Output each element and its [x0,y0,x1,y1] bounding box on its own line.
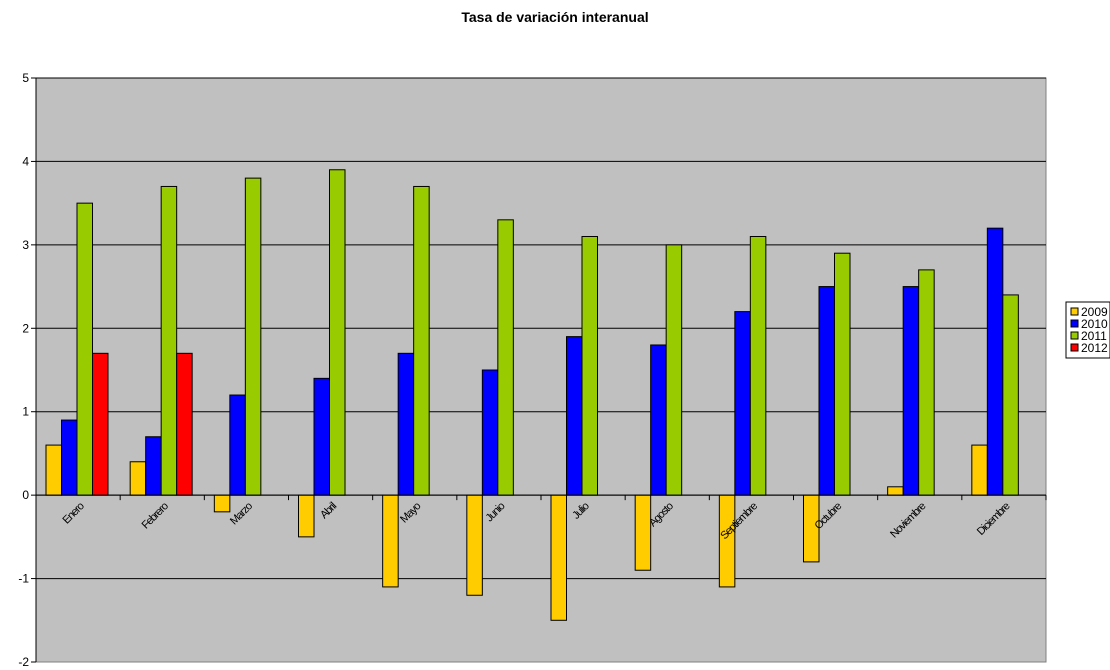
bar-2011-agosto [665,244,683,496]
bar-2011-febrero [160,185,178,496]
bar-2011-diciembre [1002,294,1019,496]
bar-2011-julio [581,236,598,496]
y-tick-label: 2 [22,321,29,335]
bar-2009-diciembre [971,444,988,496]
bar-2012-febrero [176,352,193,496]
bar-2009-agosto [634,494,652,571]
bar-2011-octubre [834,252,851,496]
bar-2010-abril [313,377,330,496]
bar-2009-julio [550,494,567,621]
bar-2010-septiembre [734,311,751,496]
bar-2010-julio [566,336,583,496]
bar-2010-octubre [818,286,835,496]
y-tick-label: 1 [22,405,29,419]
legend-label-2010: 2010 [1081,317,1108,331]
bar-2011-abril [329,169,346,496]
y-tick-label: 3 [22,238,29,252]
bar-2009-febrero [129,461,147,496]
y-tick-label: 4 [22,154,29,168]
bar-2011-junio [497,219,514,496]
bar-2011-noviembre [918,269,935,496]
y-tick-label: -2 [18,655,29,669]
bar-2009-enero [45,444,62,496]
bar-2010-diciembre [986,227,1004,496]
bar-2011-marzo [244,177,262,496]
bar-2010-noviembre [902,286,920,496]
bar-2010-junio [481,369,499,496]
bar-2011-mayo [413,185,430,496]
bar-2009-junio [466,494,483,596]
bars-group [45,169,1019,621]
legend-label-2011: 2011 [1081,329,1107,343]
legend-swatch-2012 [1070,343,1079,352]
legend-swatch-2009 [1070,307,1079,316]
bar-2012-enero [92,352,109,496]
plot-area [35,77,1047,663]
bar-2009-marzo [213,494,231,513]
legend-swatch-2011 [1070,331,1079,340]
y-tick-label: 5 [22,71,29,85]
y-tick-label: -1 [18,572,29,586]
bar-2011-septiembre [749,236,767,496]
plot-background [35,77,1047,663]
bar-2011-enero [76,202,93,496]
bar-2009-abril [298,494,315,538]
bar-2010-febrero [145,436,162,496]
bar-2010-enero [61,419,78,496]
bar-2009-mayo [382,494,399,588]
bar-2009-noviembre [887,486,904,496]
y-tick-label: 0 [22,488,29,502]
legend-swatch-2010 [1070,319,1079,328]
bar-2010-mayo [397,352,415,496]
legend-label-2009: 2009 [1081,305,1108,319]
chart-title: Tasa de variación interanual [461,9,648,25]
legend-label-2012: 2012 [1081,341,1108,355]
bar-2010-agosto [650,344,667,496]
bar-2010-marzo [229,394,246,496]
